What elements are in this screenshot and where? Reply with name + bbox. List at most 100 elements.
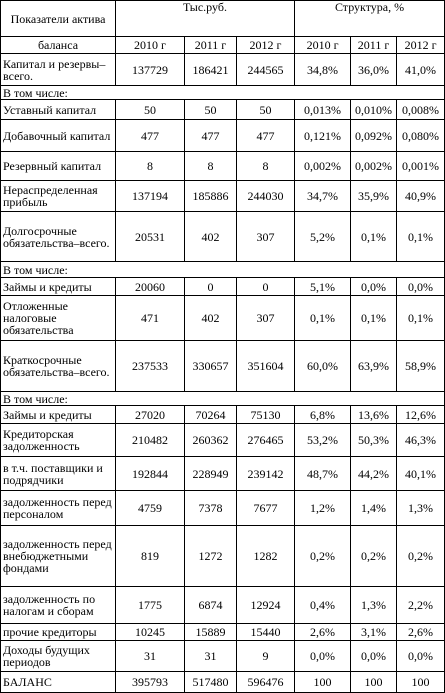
cell-value: 237533 [115, 340, 185, 392]
table-row: Резервный капитал 8 8 8 0,002% 0,002% 0,001% [0, 151, 445, 181]
cell-value: 186421 [184, 53, 237, 86]
header-group: Структура, % [294, 0, 445, 37]
table-row: Доходы будущих периодов 31 31 9 0,0% 0,0% 0,0% [0, 640, 445, 672]
cell-value: 0,008% [396, 99, 445, 120]
cell-value: 0,1% [396, 295, 445, 341]
year-header: 2012 г [396, 36, 445, 54]
cell-value: 0 [184, 277, 237, 296]
row-label: Доходы будущих периодов [0, 640, 116, 672]
cell-value: 0,1% [294, 295, 352, 341]
row-label: задолженность по налогам и сборам [0, 586, 116, 624]
cell-value: 0,1% [350, 211, 398, 262]
row-label: Краткосрочные обязательства–всего. [0, 340, 116, 392]
row-label: Резервный капитал [0, 151, 116, 181]
table-row: Отложенные налоговые обязательства 471 402… [0, 295, 445, 341]
cell-value: 0,2% [294, 525, 352, 587]
row-label: задолженность перед внебюджетными фондам… [0, 525, 116, 587]
cell-value: 58,9% [396, 340, 445, 392]
cell-value: 8 [115, 151, 185, 181]
cell-value: 517480 [184, 671, 237, 693]
cell-value: 402 [184, 211, 237, 262]
cell-value: 276465 [235, 423, 296, 457]
cell-value: 46,3% [396, 423, 445, 457]
cell-value: 60,0% [294, 340, 352, 392]
cell-value: 34,8% [294, 53, 352, 86]
row-label: в т.ч. поставщики и подрядчики [0, 456, 116, 491]
cell-value: 1272 [184, 525, 237, 587]
cell-value: 50 [235, 99, 296, 120]
year-header: 2011 г [350, 36, 398, 54]
cell-value: 31 [115, 640, 185, 672]
cell-value: 395793 [115, 671, 185, 693]
cell-value: 137729 [115, 53, 185, 86]
section-label: В том числе: [0, 391, 445, 406]
cell-value: 192844 [115, 456, 185, 491]
cell-value: 8 [235, 151, 296, 181]
cell-value: 0,080% [396, 119, 445, 152]
row-label: БАЛАНС [0, 671, 116, 693]
cell-value: 0,0% [396, 640, 445, 672]
cell-value: 7378 [184, 490, 237, 526]
cell-value: 15889 [184, 623, 237, 641]
table-row: задолженность перед внебюджетными фондам… [0, 525, 445, 587]
table-row: В том числе: [0, 85, 445, 100]
cell-value: 20060 [115, 277, 185, 296]
header-label: баланса [0, 36, 116, 54]
cell-value: 50 [184, 99, 237, 120]
table-row: Добавочный капитал 477 477 477 0,121% 0,092% 0… [0, 119, 445, 152]
row-label: Займы и кредиты [0, 405, 116, 424]
cell-value: 210482 [115, 423, 185, 457]
cell-value: 0,013% [294, 99, 352, 120]
table-row: Краткосрочные обязательства–всего. 237533… [0, 340, 445, 392]
cell-value: 477 [115, 119, 185, 152]
table-row: в т.ч. поставщики и подрядчики 192844 2289… [0, 456, 445, 491]
section-label: В том числе: [0, 261, 445, 278]
table-row: Кредиторская задолженность 210482 260362 27… [0, 423, 445, 457]
cell-value: 0,0% [350, 277, 398, 296]
cell-value: 4759 [115, 490, 185, 526]
cell-value: 0,002% [294, 151, 352, 181]
cell-value: 5,1% [294, 277, 352, 296]
cell-value: 596476 [235, 671, 296, 693]
header-label: Показатели актива [0, 0, 116, 37]
row-label: Капитал и резервы– всего. [0, 53, 116, 86]
cell-value: 40,9% [396, 180, 445, 212]
row-label: Отложенные налоговые обязательства [0, 295, 116, 341]
cell-value: 40,1% [396, 456, 445, 491]
row-label: Займы и кредиты [0, 277, 116, 296]
table-row: В том числе: [0, 261, 445, 278]
row-label: Кредиторская задолженность [0, 423, 116, 457]
cell-value: 9 [235, 640, 296, 672]
cell-value: 307 [235, 295, 296, 341]
cell-value: 244565 [235, 53, 296, 86]
cell-value: 12924 [235, 586, 296, 624]
table-row: задолженность перед персоналом 4759 7378 76… [0, 490, 445, 526]
header-row: баланса 2010 г 2011 г 2012 г 2010 г 2011 г 20… [0, 36, 445, 54]
cell-value: 351604 [235, 340, 296, 392]
cell-value: 6,8% [294, 405, 352, 424]
cell-value: 100 [350, 671, 398, 693]
row-label: Уставный капитал [0, 99, 116, 120]
cell-value: 0,2% [350, 525, 398, 587]
table-row: задолженность по налогам и сборам 1775 687… [0, 586, 445, 624]
cell-value: 2,6% [294, 623, 352, 641]
cell-value: 70264 [184, 405, 237, 424]
cell-value: 0,0% [396, 277, 445, 296]
cell-value: 7677 [235, 490, 296, 526]
table-row: Долгосрочные обязательства–всего. 20531 40… [0, 211, 445, 262]
cell-value: 260362 [184, 423, 237, 457]
table-row: прочие кредиторы 10245 15889 15440 2,6% 3,1% 2… [0, 623, 445, 641]
cell-value: 15440 [235, 623, 296, 641]
cell-value: 0,010% [350, 99, 398, 120]
cell-value: 0,1% [350, 295, 398, 341]
cell-value: 10245 [115, 623, 185, 641]
cell-value: 100 [396, 671, 445, 693]
cell-value: 0,0% [294, 640, 352, 672]
table-row: Капитал и резервы– всего. 137729 186421 244… [0, 53, 445, 86]
row-label: Нераспределенная прибыль [0, 180, 116, 212]
cell-value: 2,2% [396, 586, 445, 624]
cell-value: 31 [184, 640, 237, 672]
cell-value: 477 [184, 119, 237, 152]
cell-value: 36,0% [350, 53, 398, 86]
